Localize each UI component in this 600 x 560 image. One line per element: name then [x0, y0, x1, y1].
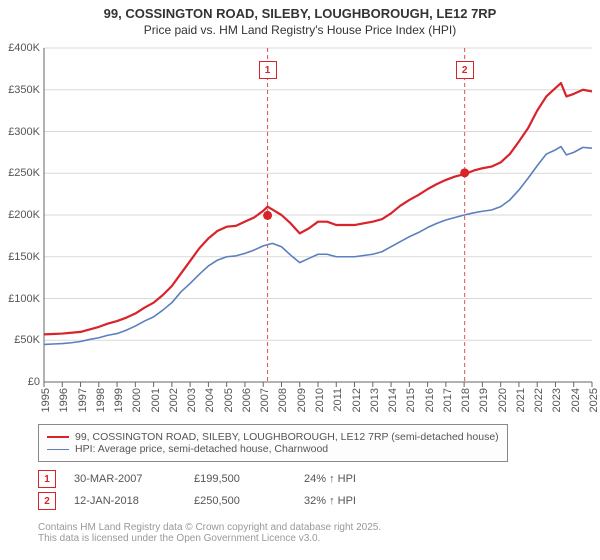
- credits-line-2: This data is licensed under the Open Gov…: [38, 533, 381, 544]
- marker-delta: 32% ↑ HPI: [304, 495, 424, 507]
- x-tick-label: 2003: [186, 388, 198, 412]
- x-tick-label: 2002: [168, 388, 180, 412]
- x-tick-label: 2015: [405, 388, 417, 412]
- legend-swatch-icon: [47, 449, 69, 450]
- x-tick-label: 1996: [58, 388, 70, 412]
- x-tick-label: 2004: [204, 388, 216, 412]
- x-tick-label: 2014: [387, 388, 399, 412]
- y-tick-label: £200K: [8, 209, 44, 221]
- legend-label: HPI: Average price, semi-detached house,…: [75, 443, 328, 455]
- y-tick-label: £400K: [8, 42, 44, 54]
- chart-plot-area: £0£50K£100K£150K£200K£250K£300K£350K£400…: [44, 48, 592, 382]
- x-tick-label: 2019: [478, 388, 490, 412]
- y-tick-label: £150K: [8, 251, 44, 263]
- legend-item-1: HPI: Average price, semi-detached house,…: [47, 443, 499, 455]
- x-tick-label: 2018: [460, 388, 472, 412]
- x-tick-label: 2007: [259, 388, 271, 412]
- chart-title: 99, COSSINGTON ROAD, SILEBY, LOUGHBOROUG…: [0, 0, 600, 21]
- x-tick-label: 2024: [570, 388, 582, 412]
- x-tick-label: 2020: [497, 388, 509, 412]
- marker-dot-1: [263, 211, 272, 220]
- marker-date: 12-JAN-2018: [74, 495, 194, 507]
- x-tick-label: 2005: [223, 388, 235, 412]
- marker-box-icon: 1: [259, 61, 277, 79]
- marker-price: £250,500: [194, 495, 304, 507]
- series-price-paid: [44, 83, 592, 334]
- y-tick-label: £250K: [8, 167, 44, 179]
- x-tick-label: 2010: [314, 388, 326, 412]
- x-tick-label: 2009: [296, 388, 308, 412]
- x-tick-label: 2012: [351, 388, 363, 412]
- x-tick-label: 2021: [515, 388, 527, 412]
- x-tick-label: 2013: [369, 388, 381, 412]
- x-tick-label: 1998: [95, 388, 107, 412]
- y-tick-label: £100K: [8, 293, 44, 305]
- marker-annotation-2: 2: [456, 60, 474, 80]
- x-tick-label: 1999: [113, 388, 125, 412]
- x-tick-label: 2016: [424, 388, 436, 412]
- y-tick-label: £50K: [14, 334, 44, 346]
- x-tick-label: 2023: [551, 388, 563, 412]
- y-tick-label: £300K: [8, 126, 44, 138]
- marker-info-row-2: 2 12-JAN-2018£250,50032% ↑ HPI: [38, 492, 424, 510]
- marker-annotation-1: 1: [259, 60, 277, 80]
- credits: Contains HM Land Registry data © Crown c…: [38, 522, 381, 544]
- x-tick-label: 1995: [40, 388, 52, 412]
- x-tick-label: 2025: [588, 388, 600, 412]
- marker-date: 30-MAR-2007: [74, 473, 194, 485]
- y-tick-label: £350K: [8, 84, 44, 96]
- marker-box-icon: 2: [456, 61, 474, 79]
- marker-box-icon: 1: [38, 470, 56, 488]
- x-tick-label: 2022: [533, 388, 545, 412]
- x-tick-label: 2008: [277, 388, 289, 412]
- marker-info-row-1: 1 30-MAR-2007£199,50024% ↑ HPI: [38, 470, 424, 488]
- x-tick-label: 1997: [77, 388, 89, 412]
- marker-delta: 24% ↑ HPI: [304, 473, 424, 485]
- marker-price: £199,500: [194, 473, 304, 485]
- x-tick-label: 2006: [241, 388, 253, 412]
- legend-swatch-icon: [47, 436, 69, 438]
- legend: 99, COSSINGTON ROAD, SILEBY, LOUGHBOROUG…: [38, 424, 508, 462]
- chart-subtitle: Price paid vs. HM Land Registry's House …: [0, 21, 600, 37]
- chart-svg: [44, 48, 592, 382]
- x-tick-label: 2000: [131, 388, 143, 412]
- series-hpi: [44, 147, 592, 345]
- credits-line-1: Contains HM Land Registry data © Crown c…: [38, 522, 381, 533]
- marker-dot-2: [460, 168, 469, 177]
- x-tick-label: 2017: [442, 388, 454, 412]
- legend-item-0: 99, COSSINGTON ROAD, SILEBY, LOUGHBOROUG…: [47, 431, 499, 443]
- y-tick-label: £0: [28, 376, 44, 388]
- legend-label: 99, COSSINGTON ROAD, SILEBY, LOUGHBOROUG…: [75, 431, 499, 443]
- x-tick-label: 2011: [332, 388, 344, 412]
- marker-box-icon: 2: [38, 492, 56, 510]
- x-tick-label: 2001: [150, 388, 162, 412]
